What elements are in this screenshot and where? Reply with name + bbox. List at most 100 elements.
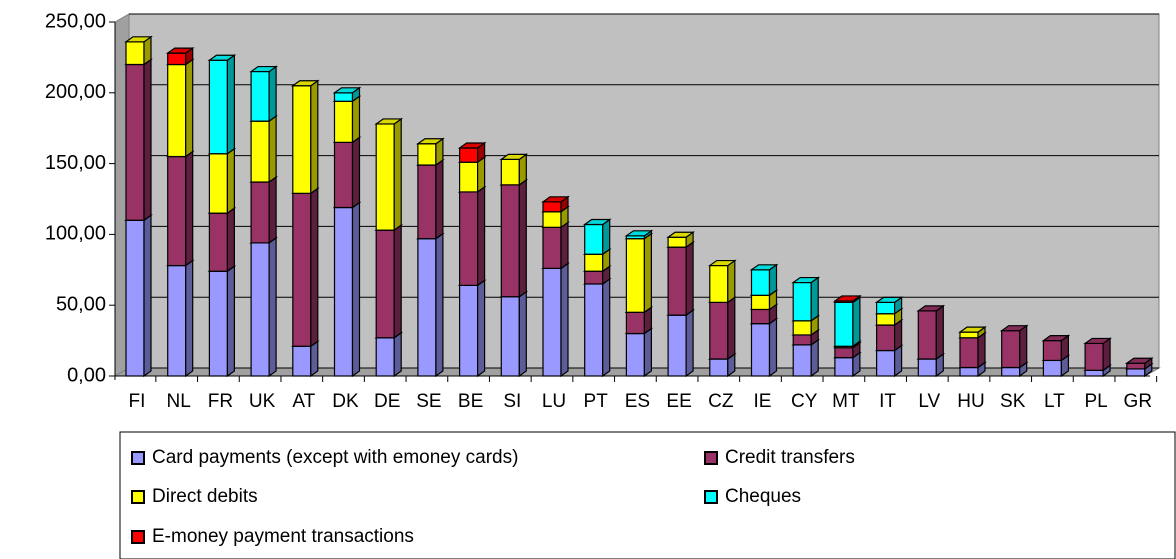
y-tick-label: 250,00 xyxy=(45,10,106,32)
bar-side xyxy=(810,276,819,322)
bar-segment xyxy=(499,290,529,378)
bar-top xyxy=(624,230,654,237)
bar-segment xyxy=(624,229,654,240)
bar-front xyxy=(584,253,604,272)
bar-front xyxy=(459,147,479,163)
bar-top xyxy=(124,36,153,43)
bar-side xyxy=(143,214,152,378)
bar-front xyxy=(500,296,520,377)
bar-side xyxy=(310,79,319,195)
bar-front xyxy=(417,143,437,166)
bar-front xyxy=(875,324,896,352)
bar-segment xyxy=(1041,334,1071,362)
bar-top xyxy=(1041,335,1071,342)
bar-segment xyxy=(958,325,987,339)
bar-top xyxy=(416,138,445,145)
bar-segment xyxy=(374,223,404,339)
bar-side xyxy=(268,175,277,245)
bar-front xyxy=(208,270,228,377)
bar-front xyxy=(375,337,395,377)
legend-swatch xyxy=(704,490,718,504)
bar-front xyxy=(375,123,395,231)
bar-front xyxy=(417,164,437,240)
bar-front xyxy=(625,238,646,313)
bar-front xyxy=(917,358,937,377)
bar-front xyxy=(167,52,187,66)
bar-segment xyxy=(249,175,278,245)
legend-swatch xyxy=(704,451,718,465)
bar-front xyxy=(709,301,729,360)
bar-front xyxy=(1084,369,1104,377)
bar-front xyxy=(542,226,562,269)
bar-front xyxy=(292,85,312,194)
legend-swatch xyxy=(131,490,145,504)
bar-side xyxy=(268,65,277,123)
bar-segment xyxy=(582,277,612,378)
bar-top xyxy=(874,296,904,303)
bar-front xyxy=(875,301,896,315)
bar-front xyxy=(625,311,646,335)
bar-segment xyxy=(499,153,529,187)
x-tick-label: IT xyxy=(879,391,896,412)
bar-side xyxy=(810,338,819,378)
bar-segment xyxy=(749,317,779,378)
bar-segment xyxy=(582,218,612,256)
bar-front xyxy=(542,201,562,213)
bar-side xyxy=(560,221,569,270)
x-tick-label: CY xyxy=(791,391,818,412)
bar-side xyxy=(226,265,235,378)
bar-front xyxy=(333,100,354,143)
bar-side xyxy=(560,262,569,378)
bar-side xyxy=(435,158,444,240)
bar-front xyxy=(1001,330,1021,369)
bar-side xyxy=(518,178,527,298)
bar-front xyxy=(667,236,687,248)
bar-segment xyxy=(332,95,362,144)
bar-side xyxy=(602,218,611,256)
bar-front xyxy=(459,191,479,286)
x-tick-label: HU xyxy=(957,391,984,412)
bar-side xyxy=(226,54,235,155)
bar-front xyxy=(292,345,312,377)
bar-front xyxy=(333,141,354,209)
bar-side xyxy=(852,296,861,348)
bar-segment xyxy=(457,185,487,287)
bar-segment xyxy=(207,265,237,378)
bar-side xyxy=(477,279,486,378)
bar-side xyxy=(143,58,152,222)
x-tick-label: DK xyxy=(332,391,359,412)
x-tick-label: ES xyxy=(625,391,650,412)
bar-side xyxy=(310,187,319,348)
legend-label: Credit transfers xyxy=(725,447,855,468)
bar-front xyxy=(667,246,687,316)
bar-segment xyxy=(290,187,320,348)
bar-segment xyxy=(249,65,278,123)
bar-front xyxy=(750,323,771,377)
bar-front xyxy=(208,212,228,272)
bar-segment xyxy=(707,259,737,304)
y-tick-label: 100,00 xyxy=(45,223,106,245)
bar-side xyxy=(268,114,277,184)
bar-front xyxy=(208,59,228,155)
bar-segment xyxy=(332,136,362,209)
bar-front xyxy=(959,366,979,377)
bar-side xyxy=(602,277,611,378)
bar-segment xyxy=(416,158,445,240)
bar-front xyxy=(292,192,312,347)
x-tick-label: SE xyxy=(416,391,441,412)
bar-front xyxy=(459,284,479,377)
bar-front xyxy=(459,161,479,193)
bar-segment xyxy=(457,141,487,164)
bar-segment xyxy=(165,259,195,378)
bar-segment xyxy=(1124,357,1154,371)
bar-front xyxy=(875,313,896,326)
bar-top xyxy=(332,87,362,94)
bar-top xyxy=(916,305,946,312)
x-tick-label: SK xyxy=(1000,391,1026,412)
bars xyxy=(124,35,1154,378)
bar-front xyxy=(125,219,145,377)
bar-side xyxy=(351,95,361,144)
bar-front xyxy=(125,41,145,66)
bar-segment xyxy=(624,327,654,378)
bar-segment xyxy=(499,178,529,298)
